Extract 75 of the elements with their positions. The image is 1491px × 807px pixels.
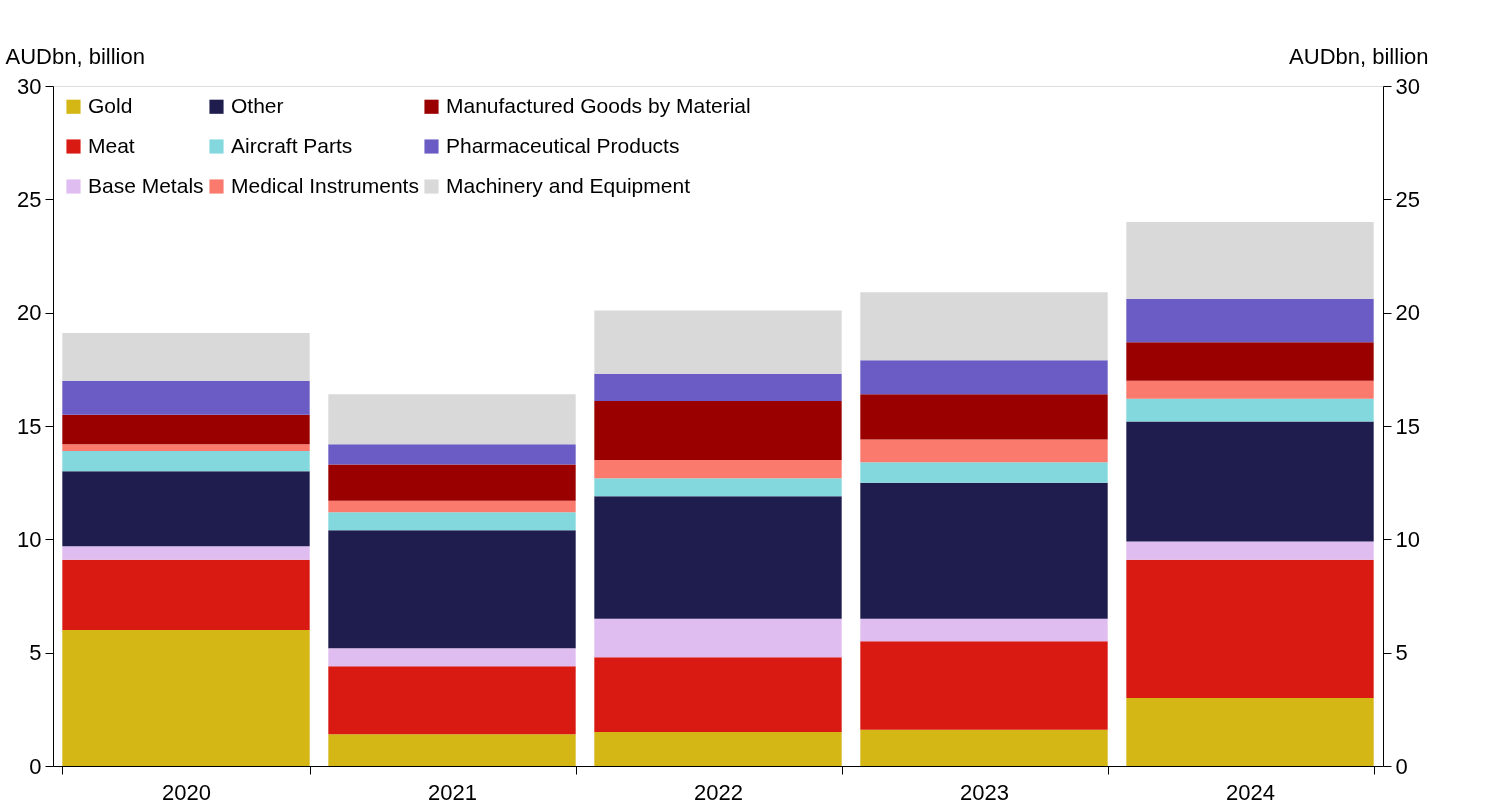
y2-tick-label: 30 [1395,73,1420,99]
bar [594,373,842,402]
legend-label: Manufactured Goods by Material [446,93,751,117]
legend-label: Meat [88,133,135,157]
y2-tick-label: 0 [1395,753,1408,779]
bar [594,401,842,460]
bar [594,310,842,374]
bar [860,439,1108,463]
bar [860,482,1108,619]
legend-label: Medical Instruments [231,173,419,197]
bar [62,630,310,766]
bar [62,444,310,451]
x-tick-label: 2021 [428,779,477,805]
y2-tick-label: 20 [1395,300,1420,326]
bar [328,530,576,649]
y-tick-label: 10 [17,526,42,552]
y-tick-label: 30 [17,73,42,99]
bar [1126,398,1374,422]
bar [594,657,842,732]
bar [594,732,842,766]
y-tick-label: 15 [17,413,42,439]
bar [328,648,576,667]
bar [62,380,310,415]
y-tick-label: 0 [29,753,42,779]
bar [860,292,1108,361]
bar [594,496,842,619]
x-tick-label: 2022 [694,779,743,805]
bar [1126,541,1374,560]
bar [1126,380,1374,399]
bar [860,462,1108,483]
bar [328,500,576,513]
bar [860,729,1108,766]
bar [860,641,1108,730]
bar [62,414,310,445]
bar [1126,421,1374,542]
y2-tick-label: 5 [1395,640,1408,666]
bar [328,666,576,735]
y2-tick-label: 10 [1395,526,1420,552]
bar [1126,299,1374,343]
x-tick-label: 2020 [162,779,211,805]
bar [594,478,842,497]
bar [1126,559,1374,698]
y2-tick-label: 15 [1395,413,1420,439]
legend-label: Base Metals [88,173,204,197]
legend-label: Aircraft Parts [231,133,353,157]
y2-axis-title: AUDbn, billion [1289,43,1429,69]
bar [62,559,310,630]
bar [860,394,1108,440]
bar [62,471,310,547]
bar [594,460,842,479]
bar [1126,342,1374,381]
bar [62,333,310,381]
y-axis-title: AUDbn, billion [5,43,145,69]
bar [860,360,1108,395]
y-tick-label: 20 [17,300,42,326]
bar [328,394,576,445]
legend-label: Machinery and Equipment [446,173,691,197]
y-tick-label: 25 [17,186,42,212]
bar [62,546,310,560]
bar [594,618,842,658]
legend-label: Pharmaceutical Products [446,133,680,157]
bar [328,734,576,766]
y2-tick-label: 25 [1395,186,1420,212]
bar [62,450,310,472]
legend-label: Other [231,93,284,117]
y-tick-label: 5 [29,640,42,666]
bar [1126,222,1374,300]
bar [328,512,576,531]
bar [328,444,576,465]
bar [860,618,1108,642]
bar [1126,698,1374,766]
bar [328,464,576,501]
x-tick-label: 2024 [1226,779,1275,805]
x-tick-label: 2023 [960,779,1009,805]
legend-label: Gold [88,93,133,117]
